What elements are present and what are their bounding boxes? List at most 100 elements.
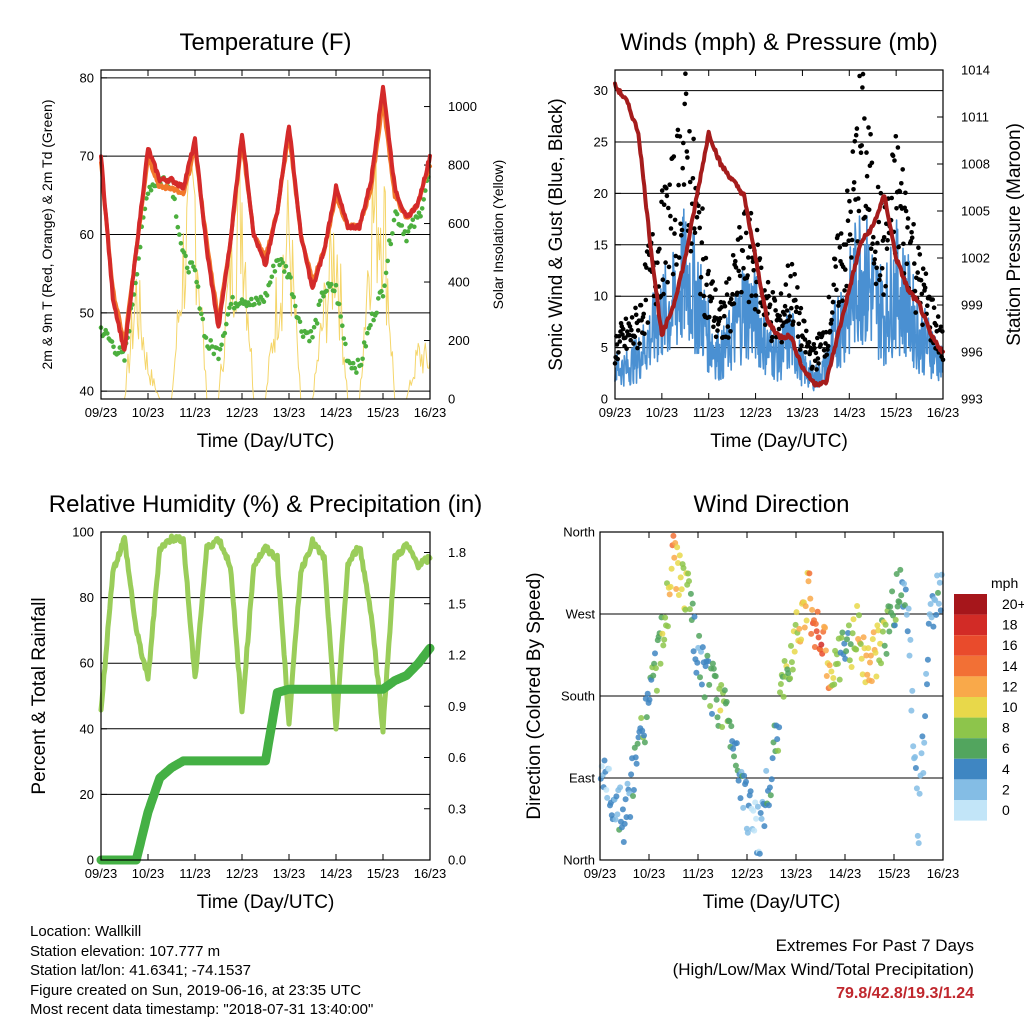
direction-point: [707, 703, 714, 709]
gust-point: [778, 291, 784, 296]
dewpoint-point: [117, 345, 123, 350]
y2-tick-label: 999: [961, 298, 983, 313]
x-tick-label: 15/23: [367, 866, 400, 881]
gust-series: [612, 71, 946, 372]
y-tick-label: North: [563, 525, 595, 540]
dewpoint-point: [404, 238, 409, 244]
direction-point: [902, 586, 909, 593]
direction-point: [686, 578, 692, 585]
direction-point: [921, 739, 928, 746]
gust-point: [890, 153, 896, 159]
gust-point: [737, 225, 742, 230]
gust-point: [733, 258, 738, 264]
y-axis-label: Sonic Wind & Gust (Blue, Black): [546, 98, 567, 370]
x-tick-label: 10/23: [132, 866, 165, 881]
direction-point: [922, 713, 929, 720]
gust-point: [721, 300, 726, 306]
gust-point: [893, 134, 899, 139]
direction-point: [632, 754, 639, 761]
dewpoint-point: [352, 365, 358, 371]
direction-point: [831, 681, 838, 688]
y-tick-label: East: [569, 771, 595, 786]
direction-point: [858, 655, 865, 662]
gust-point: [696, 210, 702, 215]
gust-point: [909, 235, 915, 240]
direction-point: [719, 724, 726, 730]
dewpoint-point: [385, 258, 391, 264]
x-tick-label: 12/23: [226, 866, 259, 881]
gust-point: [754, 227, 760, 233]
gust-point: [678, 221, 683, 227]
gust-point: [875, 184, 881, 190]
dewpoint-point: [195, 284, 201, 289]
x-tick-label: 09/23: [85, 405, 118, 420]
dewpoint-point: [199, 311, 204, 317]
gust-point: [853, 132, 859, 138]
colorbar-swatch: [954, 676, 987, 697]
dewpoint-point: [340, 323, 345, 329]
gust-point: [681, 140, 686, 146]
dewpoint-point: [252, 301, 257, 307]
direction-point: [714, 714, 721, 721]
x-tick-label: 16/23: [414, 405, 447, 420]
dewpoint-point: [134, 272, 140, 277]
dewpoint-point: [145, 191, 151, 197]
colorbar-label: 6: [1002, 740, 1010, 756]
y2-tick-label: 0.0: [448, 853, 466, 868]
gust-point: [697, 225, 702, 231]
gust-point: [773, 308, 778, 313]
gust-point: [672, 231, 677, 236]
gust-point: [881, 292, 886, 297]
location-text: Location: Wallkill: [30, 923, 142, 940]
gust-point: [829, 317, 834, 323]
direction-point: [891, 622, 898, 629]
gust-point: [849, 255, 854, 260]
direction-point: [908, 707, 915, 714]
y-tick-label: 5: [601, 340, 608, 355]
direction-point: [710, 665, 717, 672]
gust-point: [679, 233, 684, 238]
gust-point: [685, 155, 690, 160]
gust-point: [856, 208, 862, 214]
dewpoint-point: [374, 310, 380, 316]
y2-tick-label: 1014: [961, 63, 990, 78]
panel-3: Relative Humidity (%) & Precipitation (i…: [29, 491, 482, 913]
direction-point: [701, 694, 708, 701]
dewpoint-point: [267, 280, 273, 285]
gust-point: [866, 125, 871, 130]
gust-point: [813, 350, 819, 356]
gust-point: [827, 328, 833, 334]
dewpoint-point: [142, 206, 148, 212]
direction-point: [848, 664, 855, 670]
direction-point: [702, 663, 709, 670]
x-tick-label: 14/23: [833, 405, 866, 420]
direction-point: [808, 630, 815, 637]
gust-point: [751, 268, 756, 273]
gust-point: [794, 304, 800, 310]
gust-point: [892, 158, 897, 163]
direction-point: [887, 603, 894, 610]
colorbar-swatch: [954, 697, 987, 718]
direction-point: [634, 740, 641, 747]
gust-point: [650, 232, 655, 237]
dewpoint-point: [271, 263, 276, 269]
direction-point: [822, 647, 829, 654]
direction-point: [630, 793, 636, 799]
y2-axis-label: Station Pressure (Maroon): [1004, 123, 1024, 346]
direction-point: [912, 754, 918, 760]
direction-point: [735, 777, 742, 784]
direction-point: [670, 532, 677, 539]
gust-point: [837, 245, 843, 250]
gust-point: [753, 293, 759, 298]
colorbar-swatch: [954, 758, 987, 780]
gust-point: [786, 318, 791, 323]
dewpoint-point: [194, 279, 199, 285]
direction-point: [785, 670, 792, 677]
dewpoint-point: [332, 288, 337, 294]
gust-point: [731, 301, 737, 306]
dewpoint-point: [283, 264, 289, 269]
direction-point: [613, 793, 620, 800]
direction-point: [781, 658, 788, 664]
dewpoint-point: [293, 303, 298, 309]
